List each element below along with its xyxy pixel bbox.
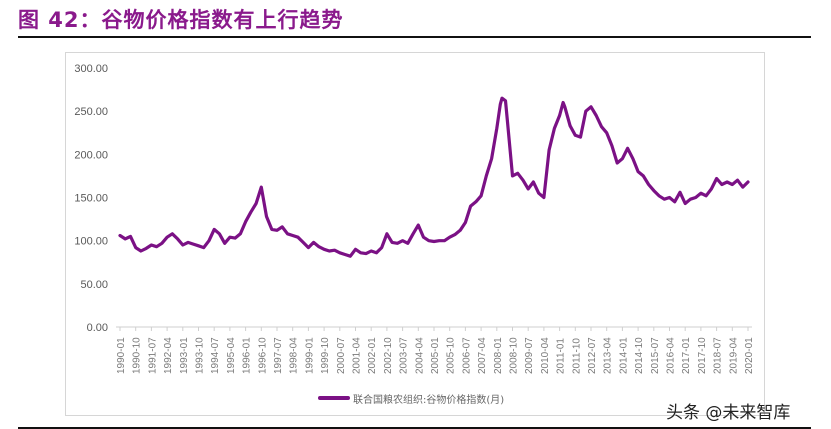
x-tick-label: 1990-10 <box>132 337 143 374</box>
x-tick-label: 1995-04 <box>226 337 237 374</box>
x-tick-label: 2012-07 <box>587 337 598 374</box>
x-tick-label: 2011-01 <box>556 338 567 374</box>
x-tick-label: 2014-10 <box>634 337 645 374</box>
x-tick-label: 2018-07 <box>713 337 724 374</box>
chart-frame <box>65 52 765 416</box>
x-tick-label: 2002-01 <box>367 337 378 374</box>
x-tick-label: 2010-04 <box>540 337 551 374</box>
x-tick-label: 2020-01 <box>744 337 755 374</box>
y-tick-label: 100.00 <box>74 236 108 248</box>
y-tick-label: 50.00 <box>80 279 108 291</box>
x-tick-label: 1998-04 <box>289 337 300 374</box>
x-tick-label: 2017-10 <box>697 337 708 374</box>
y-tick-label: 0.00 <box>87 322 108 334</box>
x-tick-label: 1994-07 <box>210 337 221 374</box>
x-tick-label: 2003-07 <box>399 337 410 374</box>
x-tick-label: 2001-04 <box>352 337 363 374</box>
y-tick-label: 200.00 <box>74 149 108 161</box>
x-tick-label: 2013-04 <box>603 337 614 374</box>
x-tick-label: 1996-01 <box>242 337 253 374</box>
x-tick-label: 2017-01 <box>681 337 692 374</box>
y-tick-label: 250.00 <box>74 106 108 118</box>
x-tick-label: 2019-04 <box>728 337 739 374</box>
x-tick-label: 2008-10 <box>509 337 520 374</box>
x-tick-label: 2006-07 <box>461 337 472 374</box>
x-tick-label: 1990-01 <box>116 337 127 374</box>
x-tick-label: 1999-01 <box>304 337 315 374</box>
legend: 联合国粮农组织:谷物价格指数(月) <box>318 390 504 406</box>
x-tick-label: 2002-10 <box>383 337 394 374</box>
series-line <box>118 96 750 258</box>
top-divider <box>18 36 811 38</box>
x-axis: 1990-01 1990-10 1991-07 1992-04 1993-01 1993-… <box>116 326 755 374</box>
bottom-divider <box>18 427 811 429</box>
x-tick-label: 2015-07 <box>650 337 661 374</box>
y-axis: 0.00 50.00 100.00 150.00 200.00 250.00 300.00 <box>74 63 108 334</box>
x-tick-label: 2009-07 <box>524 337 535 374</box>
x-tick-label: 1992-04 <box>163 337 174 374</box>
x-tick-label: 2016-04 <box>666 337 677 374</box>
legend-swatch <box>318 396 350 400</box>
y-tick-label: 150.00 <box>74 193 108 205</box>
x-tick-label: 1991-07 <box>147 337 158 374</box>
x-tick-label: 2000-07 <box>336 337 347 374</box>
x-tick-label: 2005-01 <box>430 337 441 374</box>
x-tick-label: 2008-01 <box>493 337 504 374</box>
x-tick-label: 2005-10 <box>446 337 457 374</box>
x-tick-label: 2007-04 <box>477 337 488 374</box>
x-tick-label: 1999-10 <box>320 337 331 374</box>
x-tick-label: 2004-04 <box>414 337 425 374</box>
x-tick-label: 1997-07 <box>273 337 284 374</box>
y-tick-label: 300.00 <box>74 63 108 75</box>
watermark: 头条 @未来智库 <box>666 403 791 423</box>
figure-title: 图 42：谷物价格指数有上行趋势 <box>18 8 344 32</box>
legend-label: 联合国粮农组织:谷物价格指数(月) <box>353 394 505 406</box>
x-tick-label: 2011-10 <box>571 338 582 374</box>
x-tick-label: 1993-01 <box>179 337 190 374</box>
x-tick-label: 1993-10 <box>195 337 206 374</box>
x-tick-label: 2014-01 <box>618 337 629 374</box>
x-tick-label: 1996-10 <box>257 337 268 374</box>
